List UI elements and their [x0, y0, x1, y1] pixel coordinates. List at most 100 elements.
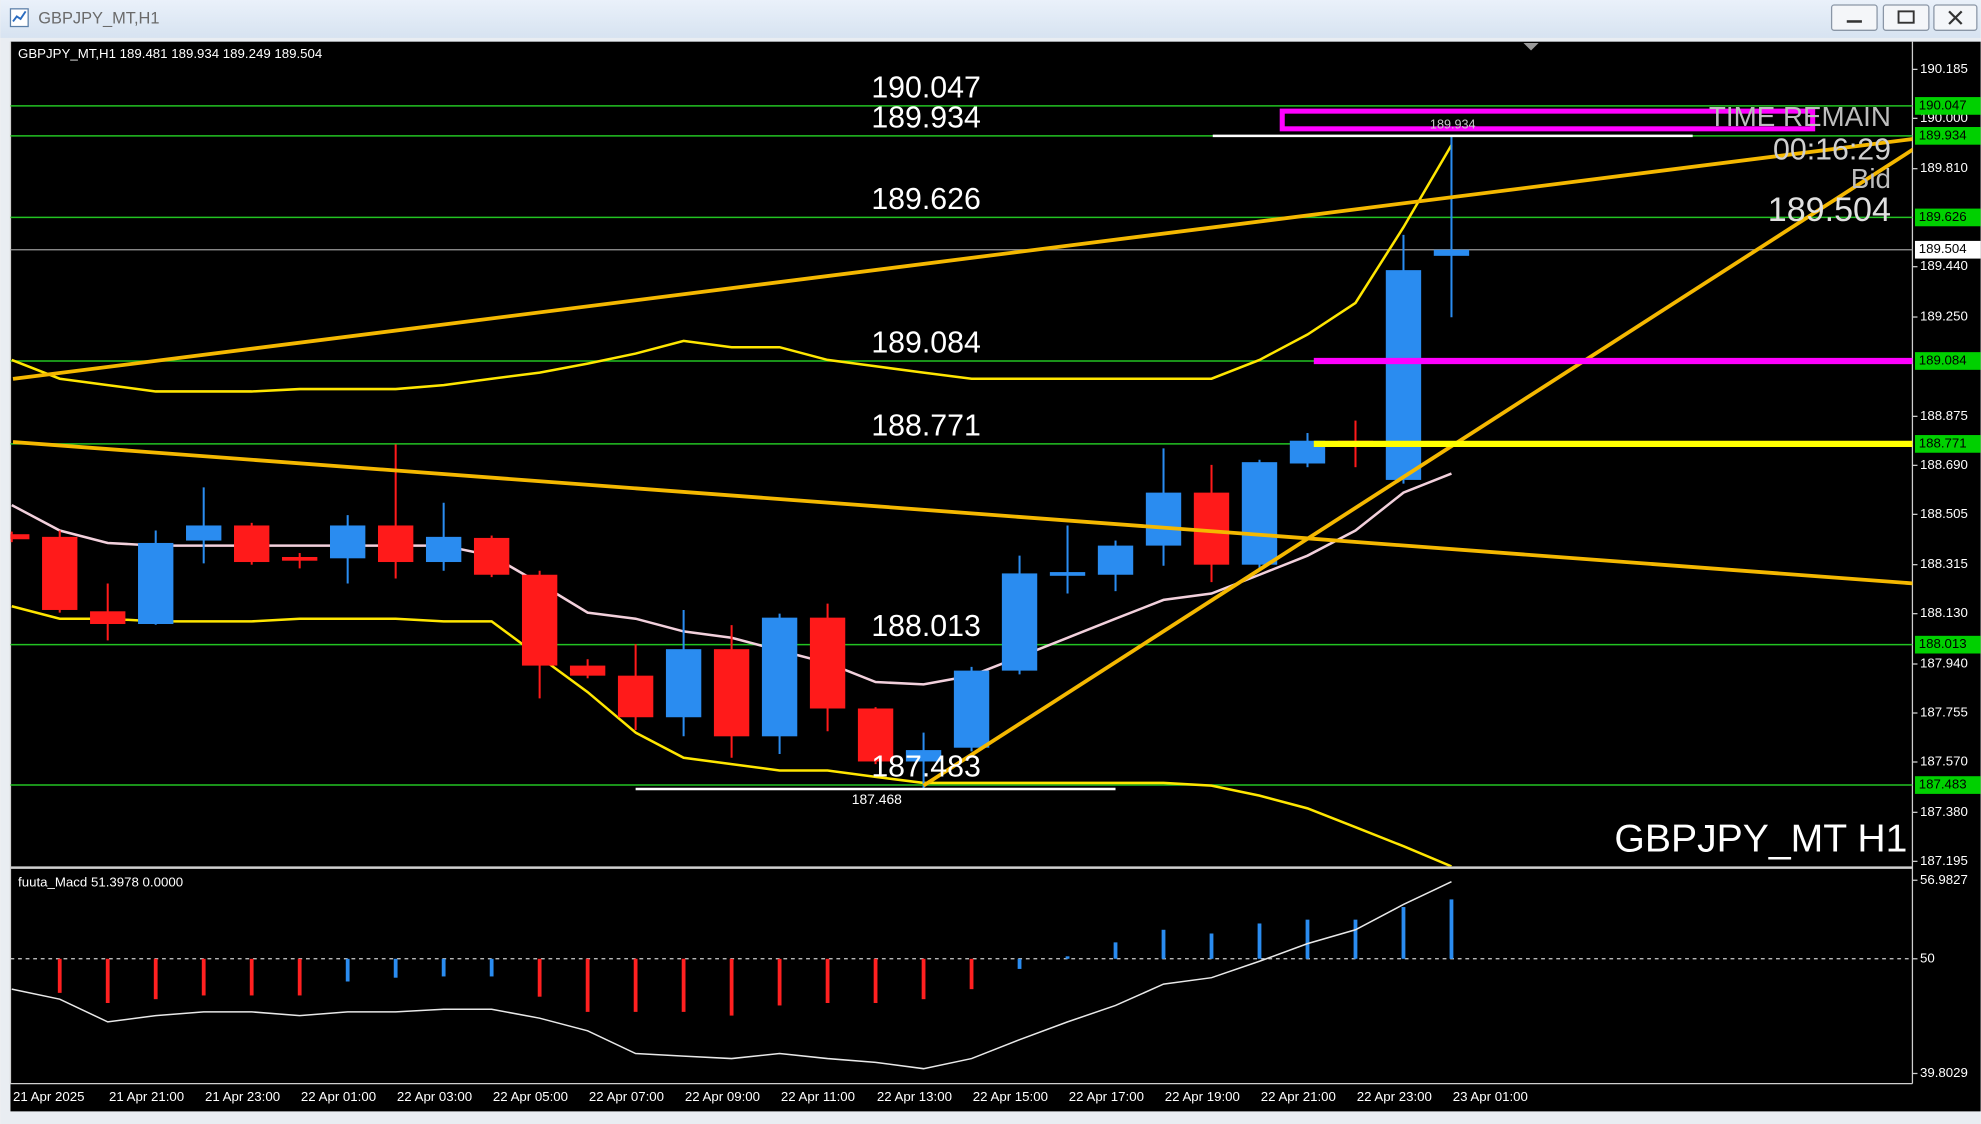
y-tick-label: 56.9827: [1920, 872, 1968, 887]
level-label: 189.084: [871, 327, 981, 360]
window-title: GBPJPY_MT,H1: [38, 9, 159, 27]
bid-axis-label: 189.504: [1919, 241, 1967, 256]
candle-body: [761, 617, 798, 737]
candle-body: [1241, 462, 1278, 565]
signal-line: [11, 881, 1452, 1070]
candle-body: [377, 525, 414, 563]
y-tick-label: 187.940: [1920, 656, 1968, 671]
trend-line: [12, 137, 1913, 381]
candle-body: [1385, 270, 1422, 480]
time-remain: 00:16:29: [1773, 134, 1891, 167]
candle-body: [1001, 573, 1038, 671]
candle-body: [282, 556, 318, 561]
candle-body: [809, 617, 846, 709]
y-tick-label: 190.185: [1920, 61, 1968, 76]
candle-body: [857, 708, 894, 762]
indicator-line: [11, 605, 1452, 867]
y-tick-label: 188.315: [1920, 556, 1968, 571]
x-tick-label: 21 Apr 21:00: [109, 1089, 184, 1104]
candle-body: [1145, 492, 1182, 546]
candle-body: [521, 574, 558, 666]
y-tick-label: 187.195: [1920, 853, 1968, 868]
macd-marks: [10, 881, 1913, 1070]
candle-body: [138, 542, 174, 625]
trend-line: [12, 440, 1913, 586]
x-tick-label: 22 Apr 21:00: [1261, 1089, 1336, 1104]
candle-body: [473, 537, 510, 575]
y-tick-label: 187.380: [1920, 804, 1968, 819]
maximize-glyph: [1897, 10, 1915, 24]
level-axis-box: [1914, 776, 1981, 794]
y-tick-label: 188.875: [1920, 408, 1968, 423]
x-tick-label: 22 Apr 17:00: [1069, 1089, 1144, 1104]
time-remain-label: TIME REMAIN: [1709, 101, 1891, 132]
level-axis-label: 188.013: [1919, 636, 1967, 651]
bid-label: Bid: [1851, 163, 1891, 194]
level-axis-box: [1914, 635, 1981, 654]
level-label: 190.047: [871, 71, 981, 104]
shift-marker: [1523, 42, 1539, 51]
y-tick-label: 188.505: [1920, 506, 1968, 521]
trend-lines: [12, 137, 1913, 788]
candle-body: [10, 534, 30, 540]
level-axis-label: 188.771: [1919, 435, 1967, 450]
candle-body: [1049, 572, 1086, 576]
candle-body: [1433, 249, 1470, 256]
level-axis-label: 189.084: [1919, 352, 1967, 367]
y-tick-label: 188.130: [1920, 605, 1968, 620]
candle-body: [90, 611, 126, 625]
maximize-button[interactable]: [1882, 4, 1930, 31]
bid-axis-box: [1914, 240, 1981, 259]
level-label: 188.771: [871, 409, 981, 442]
main-plot: 190.047189.934189.626189.084188.771188.0…: [10, 71, 1913, 867]
candle-body: [617, 675, 654, 718]
candle-body: [425, 536, 462, 563]
candle-body: [234, 525, 270, 563]
level-axis-label: 189.626: [1919, 209, 1967, 224]
y-tick-label: 189.810: [1920, 160, 1968, 175]
window-icon-glyph: [12, 10, 27, 23]
x-tick-label: 22 Apr 19:00: [1165, 1089, 1240, 1104]
low-marker-label: 187.468: [852, 791, 902, 807]
x-tick-label: 22 Apr 03:00: [397, 1089, 472, 1104]
candle-body: [953, 670, 990, 748]
y-tick-label: 187.570: [1920, 754, 1968, 769]
x-tick-label: 22 Apr 09:00: [685, 1089, 760, 1104]
axes: 190.185190.000189.810189.440189.250188.8…: [13, 61, 1981, 1104]
watermark: GBPJPY_MT H1: [1614, 817, 1907, 860]
macd-title: fuuta_Macd 51.3978 0.0000: [18, 874, 183, 889]
y-tick-label: 188.690: [1920, 457, 1968, 472]
level-label: 189.626: [871, 183, 981, 216]
x-tick-label: 22 Apr 11:00: [781, 1089, 855, 1104]
x-tick-label: 22 Apr 15:00: [973, 1089, 1048, 1104]
candle-body: [42, 536, 78, 610]
high-marker-label: 189.934: [1430, 117, 1476, 131]
candle-body: [186, 525, 222, 541]
level-axis-box: [1914, 127, 1981, 145]
level-label: 187.483: [871, 751, 981, 784]
bid-big: 189.504: [1768, 191, 1891, 229]
title-bar: [0, 0, 1981, 38]
x-tick-label: 22 Apr 23:00: [1357, 1089, 1432, 1104]
level-axis-box: [1914, 208, 1981, 227]
minimize-button[interactable]: [1830, 4, 1878, 31]
high-box: [1279, 108, 1816, 132]
level-axis-box: [1914, 97, 1981, 115]
candle-body: [665, 649, 702, 718]
level-axis-box: [1914, 352, 1981, 370]
level-axis-label: 189.934: [1919, 127, 1967, 142]
candle-body: [905, 750, 942, 762]
y-tick-label: 189.440: [1920, 258, 1968, 273]
x-tick-label: 22 Apr 05:00: [493, 1089, 568, 1104]
level-axis-label: 187.483: [1919, 777, 1967, 792]
level-label: 188.013: [871, 610, 981, 643]
level-label: 189.934: [871, 101, 981, 134]
chart-header: GBPJPY_MT,H1 189.481 189.934 189.249 189…: [18, 46, 322, 61]
close-glyph: [1948, 10, 1963, 25]
y-tick-label: 50: [1920, 950, 1935, 965]
y-tick-label: 187.755: [1920, 705, 1968, 720]
level-axis-box: [1914, 435, 1981, 453]
